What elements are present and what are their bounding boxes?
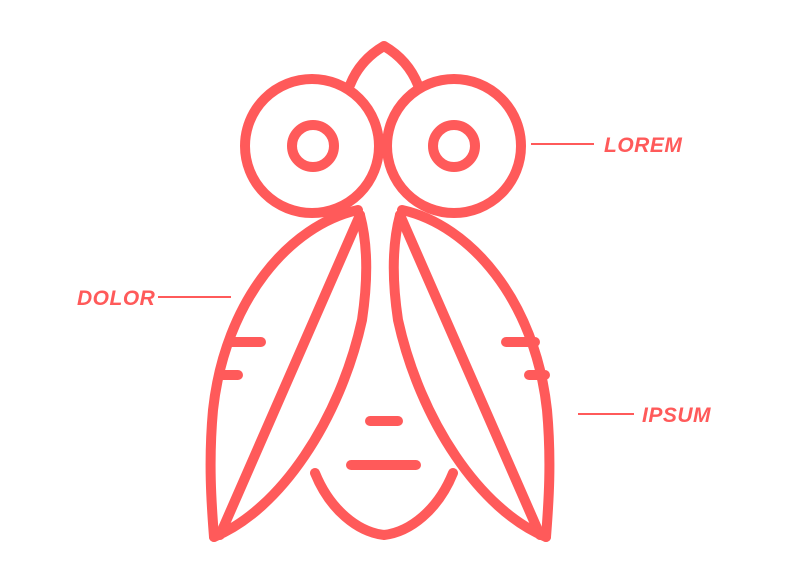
left-eye-pupil [287,120,339,172]
right-wing-closing [388,210,551,542]
right-wing-inner [395,210,545,540]
left-wing-closing [209,210,372,542]
left-eye-outer [240,74,384,218]
left-wing-inner [215,210,365,540]
left-wing-outer [205,205,363,542]
dolor-label: DOLOR [77,287,156,310]
right-eye-outer [382,74,526,218]
right-eye-pupil [428,120,480,172]
right-wing-outer [397,205,555,542]
head-crest [345,41,423,90]
fly-icon [205,41,555,542]
body-outline [310,468,458,540]
lorem-label: LOREM [604,134,682,157]
ipsum-label: IPSUM [642,404,711,427]
